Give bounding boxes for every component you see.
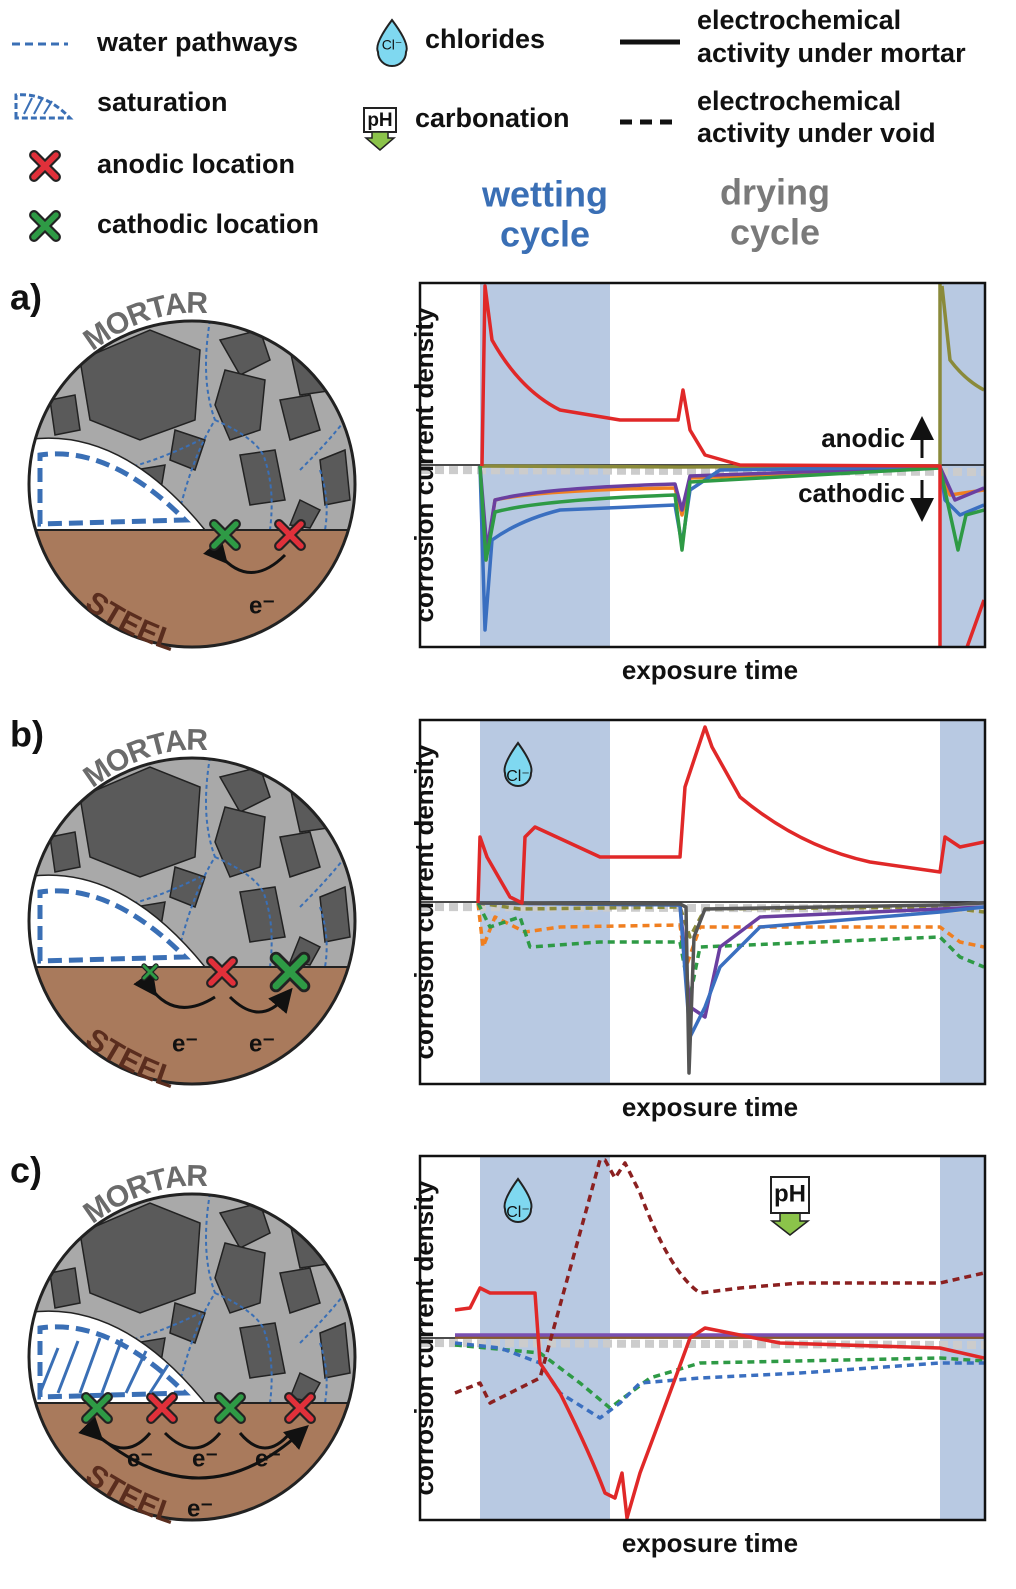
electron-label: e⁻ [187, 1495, 213, 1522]
x-mark [34, 155, 56, 177]
x-stroke [34, 215, 56, 237]
electron-label: e⁻ [249, 1030, 275, 1057]
cycle-label: cycle [500, 214, 590, 255]
legend-label: anodic location [97, 149, 295, 179]
icon-text: pH [367, 110, 392, 131]
legend-label: electrochemical [697, 86, 901, 116]
cross-section [20, 1183, 370, 1543]
legend-label: electrochemical [697, 5, 901, 35]
electron-label: e⁻ [127, 1445, 153, 1472]
electron-label: e⁻ [172, 1030, 198, 1057]
legend-label: saturation [97, 87, 228, 117]
panel-label: b) [10, 714, 44, 755]
figure: water pathways saturation anodic location c… [0, 0, 1016, 1589]
y-axis-label: corrosion current density [409, 744, 439, 1059]
cycle-label: drying [720, 172, 830, 213]
x-axis-label: exposure time [622, 1528, 798, 1558]
legend-label: activity under void [697, 118, 936, 148]
y-axis-label: corrosion current density [409, 307, 439, 622]
cross-section [20, 310, 370, 670]
cycle-label: cycle [730, 212, 820, 253]
electron-label: e⁻ [192, 1445, 218, 1472]
panel-label: c) [10, 1150, 42, 1191]
legend-label: carbonation [415, 103, 570, 133]
x-mark [34, 215, 56, 237]
icon-text: Cl⁻ [506, 768, 530, 785]
x-stroke [34, 155, 56, 177]
cycle-label: wetting [481, 174, 608, 215]
panel-label: a) [10, 277, 42, 318]
legend-label: cathodic location [97, 209, 319, 239]
icon-text: Cl⁻ [506, 1204, 530, 1221]
electron-label: e⁻ [249, 592, 275, 619]
path [772, 1213, 808, 1235]
x-axis-label: exposure time [622, 1092, 798, 1122]
path [366, 132, 394, 150]
legend-label: chlorides [425, 24, 545, 54]
x-axis-label: exposure time [622, 655, 798, 685]
annotation: cathodic [798, 478, 905, 508]
legend-label: water pathways [96, 27, 298, 57]
icon-text: pH [774, 1180, 806, 1207]
path [16, 95, 70, 118]
icon-text: Cl⁻ [382, 37, 403, 53]
y-axis-label: corrosion current density [409, 1180, 439, 1495]
electron-label: e⁻ [255, 1445, 281, 1472]
legend-label: activity under mortar [697, 38, 966, 68]
annotation: anodic [821, 423, 905, 453]
